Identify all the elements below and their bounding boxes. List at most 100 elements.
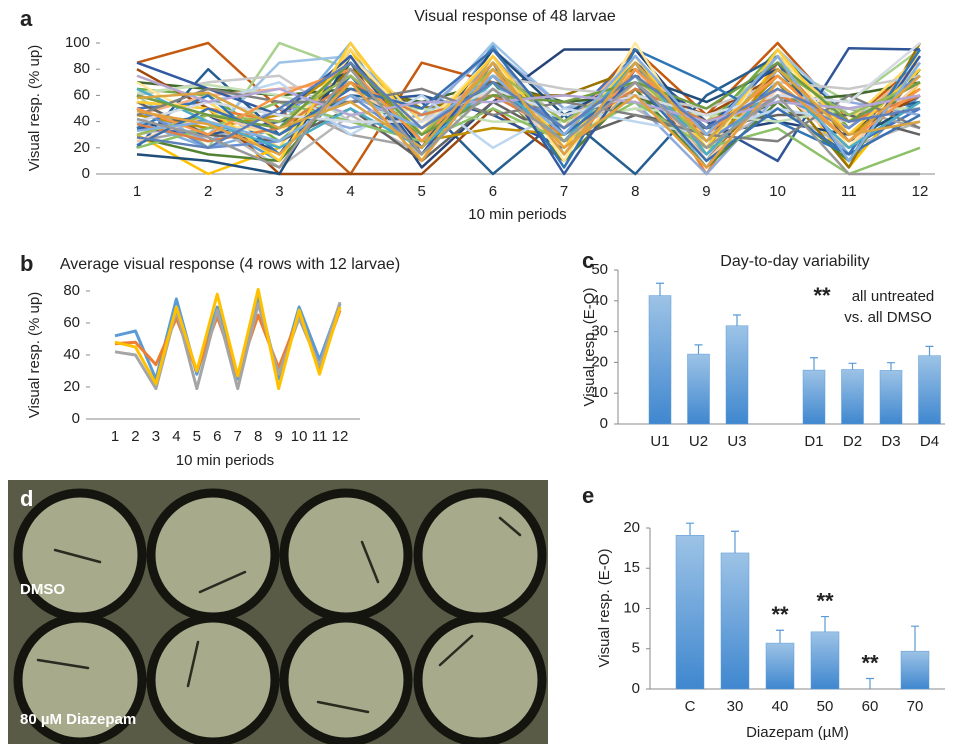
error-bar (656, 282, 664, 296)
y-tick-label: 40 (73, 113, 90, 130)
y-tick-label: 50 (591, 261, 608, 278)
x-tick-label: U2 (689, 433, 708, 450)
annotation: ** (771, 602, 789, 627)
x-tick-label: 8 (254, 428, 262, 445)
bar (765, 642, 795, 690)
bar (725, 325, 749, 425)
x-axis-label: 10 min periods (176, 452, 274, 469)
y-axis-label: Visual resp. (E-O) (596, 549, 613, 668)
error-bar (810, 357, 818, 371)
x-tick-label: 5 (418, 183, 426, 200)
chart-title: Average visual response (4 rows with 12 … (60, 256, 400, 273)
x-tick-label: 6 (489, 183, 497, 200)
bar (675, 534, 705, 690)
error-bar (731, 530, 739, 553)
x-tick-label: 70 (907, 698, 924, 715)
series-line (136, 67, 920, 176)
bar (720, 552, 750, 690)
bar (900, 650, 930, 690)
chart-title: Day-to-day variability (720, 253, 869, 270)
bar (810, 631, 840, 690)
x-axis-label: Diazepam (µM) (746, 724, 849, 741)
series-line (114, 301, 342, 391)
x-tick-label: 10 (769, 183, 786, 200)
series-line (136, 100, 921, 176)
chart-title: Visual response of 48 larvae (414, 8, 616, 25)
bar (802, 369, 826, 425)
panel-letter: a (20, 6, 33, 31)
series-line (136, 61, 921, 156)
series-line (136, 42, 921, 123)
x-tick-label: 1 (111, 428, 119, 445)
x-tick-label: 8 (631, 183, 639, 200)
x-tick-label: U1 (650, 433, 669, 450)
error-bar (694, 344, 703, 355)
x-axis-label: 10 min periods (468, 206, 566, 223)
annotation: ** (861, 650, 879, 675)
y-tick-label: 0 (600, 415, 608, 432)
bar (648, 295, 672, 425)
annotation: all untreated (852, 288, 935, 305)
photo-label: 80 µM Diazepam (20, 711, 136, 728)
series-line (136, 83, 920, 123)
series-line (114, 287, 342, 391)
x-tick-label: C (685, 698, 696, 715)
series-line (136, 74, 921, 123)
x-tick-label: 4 (172, 428, 180, 445)
y-axis-label: Visual resp. (% up) (26, 292, 43, 418)
error-bar (821, 615, 829, 632)
x-tick-label: 11 (841, 183, 857, 200)
x-tick-label: 6 (213, 428, 221, 445)
x-tick-label: 12 (912, 183, 929, 200)
bar (879, 370, 903, 425)
y-tick-label: 20 (63, 378, 80, 395)
y-axis-label: Visual resp. (E-O) (581, 288, 598, 407)
x-tick-label: 40 (772, 698, 789, 715)
annotation: ** (816, 588, 834, 613)
y-tick-label: 15 (623, 559, 640, 576)
y-tick-label: 40 (591, 292, 608, 309)
x-tick-label: 2 (131, 428, 139, 445)
photo: DMSO 80 µM Diazepam d (8, 480, 548, 744)
y-tick-label: 60 (63, 314, 80, 331)
y-tick-label: 20 (73, 139, 90, 156)
y-tick-label: 5 (632, 640, 640, 657)
error-bar (776, 629, 784, 644)
series-line (136, 74, 921, 123)
y-tick-label: 40 (63, 346, 80, 363)
y-tick-label: 100 (65, 34, 90, 51)
x-tick-label: 50 (817, 698, 834, 715)
x-tick-label: D3 (881, 433, 900, 450)
y-tick-label: 80 (63, 282, 80, 299)
y-tick-label: 20 (623, 519, 640, 536)
x-tick-label: 1 (133, 183, 141, 200)
bar (841, 369, 864, 425)
x-tick-label: 3 (275, 183, 283, 200)
x-tick-label: D1 (804, 433, 823, 450)
y-tick-label: 0 (72, 410, 80, 427)
bar (918, 355, 941, 425)
series-line (136, 61, 921, 150)
series-line (136, 48, 921, 163)
y-tick-label: 30 (591, 323, 608, 340)
x-tick-label: 30 (727, 698, 744, 715)
bar (687, 353, 710, 425)
error-bar (925, 345, 934, 356)
error-bar (733, 314, 741, 326)
x-tick-label: 9 (702, 183, 710, 200)
x-tick-label: 3 (152, 428, 160, 445)
x-tick-label: U3 (727, 433, 746, 450)
panel-letter: e (582, 483, 594, 508)
error-bar (866, 677, 874, 689)
y-tick-label: 80 (73, 60, 90, 77)
x-tick-label: 7 (234, 428, 242, 445)
panel-letter: b (20, 251, 33, 276)
panel-letter: d (20, 486, 33, 511)
x-tick-label: 9 (274, 428, 282, 445)
annotation: vs. all DMSO (844, 309, 932, 326)
y-tick-label: 10 (623, 599, 640, 616)
x-tick-label: 60 (862, 698, 879, 715)
series-line (136, 67, 921, 143)
y-tick-label: 0 (632, 680, 640, 697)
